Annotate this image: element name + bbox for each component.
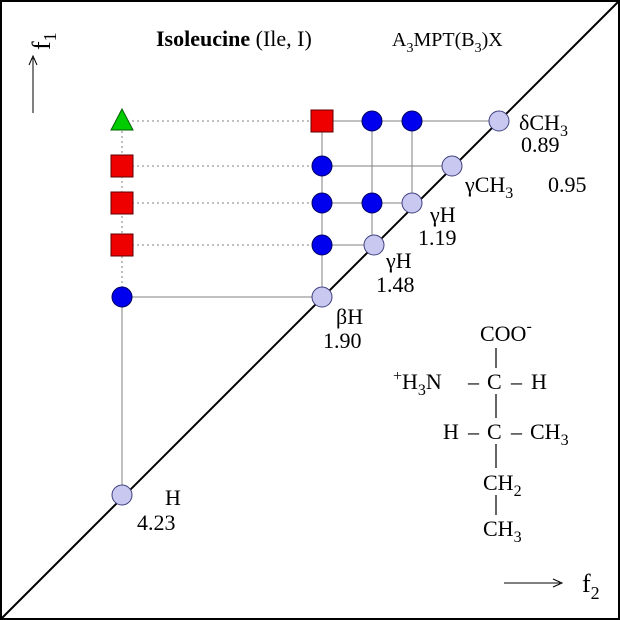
label-beta: βH xyxy=(336,304,363,329)
diagonal-peaks xyxy=(111,110,510,506)
structure-coo: COO- xyxy=(480,318,532,346)
label-alpha: H xyxy=(165,485,181,510)
red-square-gch3 xyxy=(110,154,134,178)
structure-h-alpha: H xyxy=(531,369,547,394)
structure-c-alpha: C xyxy=(487,369,502,394)
cross-peak-gch3-g1 xyxy=(361,192,383,214)
structure-c-beta: C xyxy=(487,419,502,444)
f2-arrow xyxy=(504,578,564,588)
peak-gamma2-diagonal xyxy=(363,234,385,256)
structure-ch2: CH2 xyxy=(483,470,522,500)
red-square-delta xyxy=(310,109,334,133)
cross-peak-beta-gch3 xyxy=(311,155,333,177)
structure-row-amine: +H3N xyxy=(393,368,442,399)
cross-peak-alpha-beta xyxy=(111,286,133,308)
cross-peak-beta-gamma2 xyxy=(311,234,333,256)
label-gamma1: γH xyxy=(429,202,456,227)
label-gamma2-ppm: 1.48 xyxy=(376,272,415,297)
label-gamma1-ppm: 1.19 xyxy=(418,225,457,250)
red-square-gamma1 xyxy=(110,191,134,215)
structure-dash-1: – xyxy=(467,369,480,394)
green-triangle xyxy=(110,107,134,131)
label-gamma-ch3: γCH3 xyxy=(464,172,513,202)
label-delta-ch3: δCH3 xyxy=(519,110,568,140)
peak-gamma1-diagonal xyxy=(401,192,423,214)
label-gamma2: γH xyxy=(385,248,412,273)
f1-axis-label: f1 xyxy=(27,32,60,50)
structure-h-beta: H xyxy=(443,419,459,444)
cross-peak-beta-gamma1 xyxy=(311,192,333,214)
peak-alpha-diagonal xyxy=(111,484,133,506)
structure-dash-3: – xyxy=(467,419,480,444)
structure-dash-2: – xyxy=(510,369,523,394)
cross-peak-gch3-delta-a xyxy=(361,110,383,132)
structure-ch3-side: CH3 xyxy=(530,419,569,449)
structure-dash-4: – xyxy=(510,419,523,444)
cross-peak-g1-delta xyxy=(401,110,423,132)
label-gamma-ch3-ppm: 0.95 xyxy=(548,172,587,197)
label-delta-ppm: 0.89 xyxy=(521,132,560,157)
f1-arrow xyxy=(28,54,38,113)
label-beta-ppm: 1.90 xyxy=(323,328,362,353)
peak-beta-diagonal xyxy=(311,286,333,308)
peak-delta-diagonal xyxy=(488,110,510,132)
dotted-guides xyxy=(121,120,322,297)
label-alpha-ppm: 4.23 xyxy=(137,510,176,535)
title-experiment: A3MPT(B3)X xyxy=(392,29,503,56)
red-square-gamma2 xyxy=(110,233,134,257)
peak-gch3-diagonal xyxy=(441,155,463,177)
f2-axis-label: f2 xyxy=(582,569,600,603)
red-squares xyxy=(110,109,334,257)
structure-ch3-terminal: CH3 xyxy=(483,516,522,546)
title-residue: Isoleucine (Ile, I) xyxy=(156,26,312,51)
cross-peaks xyxy=(111,110,423,308)
